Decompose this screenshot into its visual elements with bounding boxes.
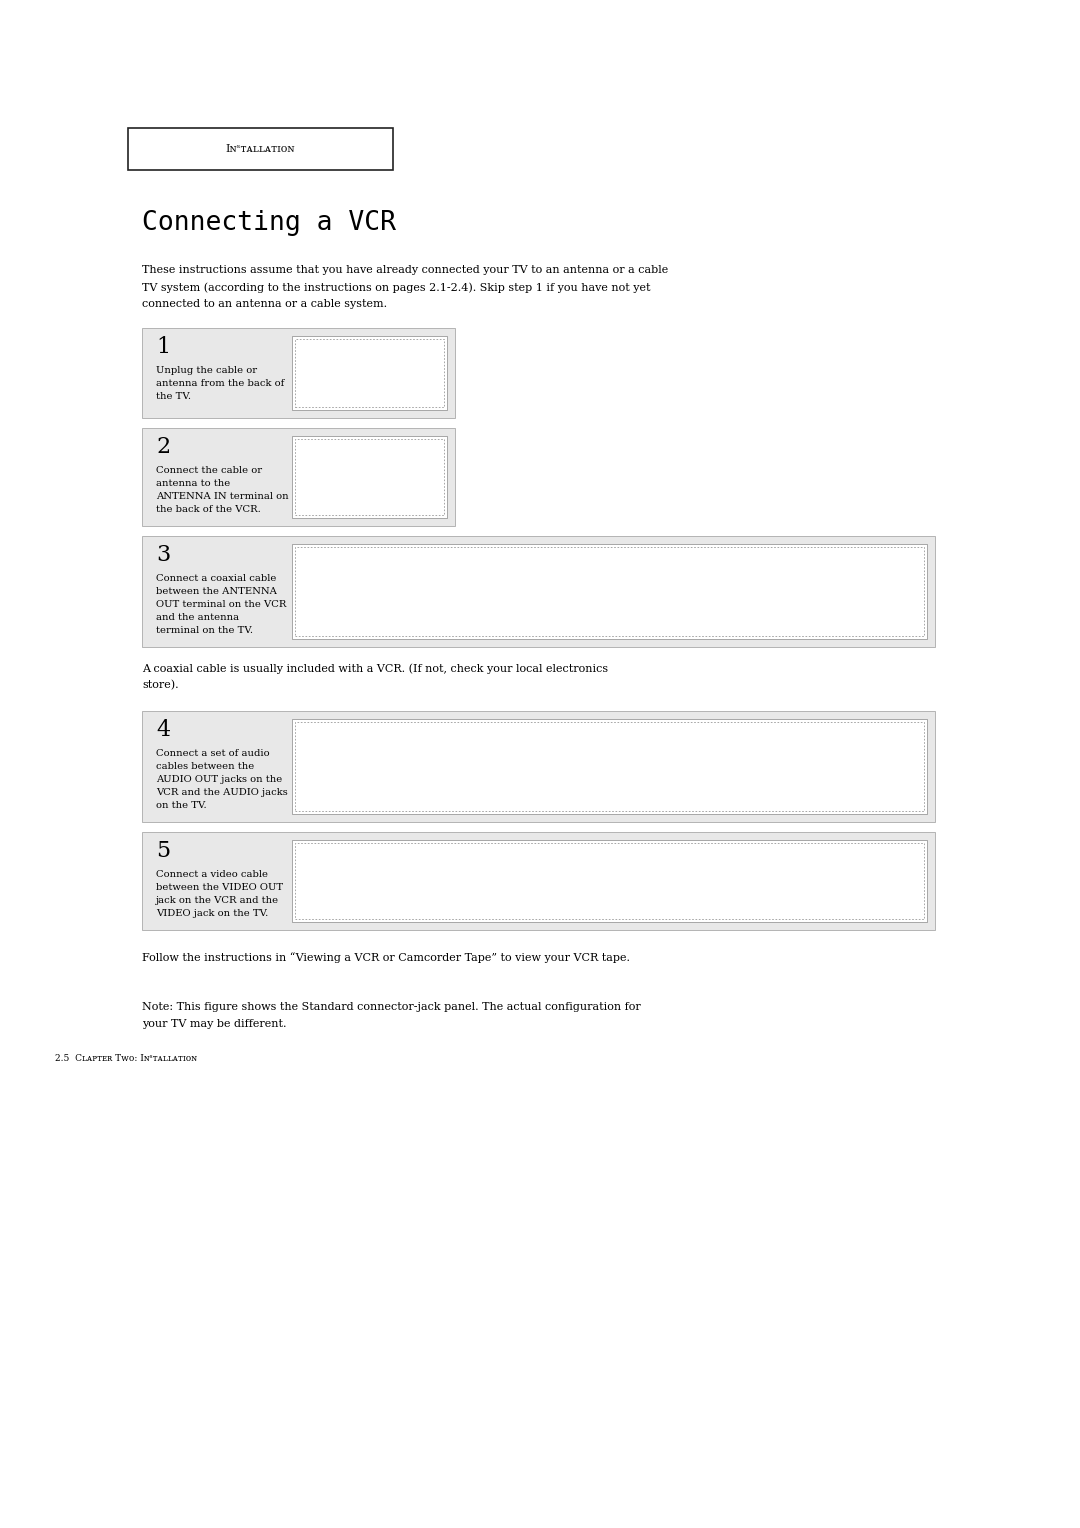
Text: cables between the: cables between the (156, 762, 254, 772)
Text: These instructions assume that you have already connected your TV to an antenna : These instructions assume that you have … (141, 264, 669, 275)
Text: AUDIO OUT jacks on the: AUDIO OUT jacks on the (156, 775, 282, 784)
Text: VCR and the AUDIO jacks: VCR and the AUDIO jacks (156, 788, 287, 798)
Text: 2: 2 (156, 435, 171, 458)
Bar (141, 536, 935, 646)
Bar (295, 439, 444, 515)
Text: 1: 1 (156, 336, 171, 358)
Text: A coaxial cable is usually included with a VCR. (If not, check your local electr: A coaxial cable is usually included with… (141, 663, 608, 674)
Text: between the VIDEO OUT: between the VIDEO OUT (156, 883, 283, 892)
Text: store).: store). (141, 680, 178, 691)
Bar (141, 833, 935, 931)
Text: antenna from the back of: antenna from the back of (156, 379, 284, 388)
Bar (295, 547, 924, 636)
Text: on the TV.: on the TV. (156, 801, 206, 810)
Bar (141, 711, 935, 822)
Bar (292, 435, 447, 518)
Text: 2.5  Cʟᴀᴘᴛᴇʀ Tᴡᴏ: Iɴˢᴛᴀʟʟᴀᴛɪᴏɴ: 2.5 Cʟᴀᴘᴛᴇʀ Tᴡᴏ: Iɴˢᴛᴀʟʟᴀᴛɪᴏɴ (55, 1054, 197, 1063)
Text: OUT terminal on the VCR: OUT terminal on the VCR (156, 601, 286, 610)
Text: Connecting a VCR: Connecting a VCR (141, 209, 396, 235)
Bar (295, 723, 924, 811)
Text: 5: 5 (156, 840, 171, 862)
Bar (141, 329, 455, 419)
Text: terminal on the TV.: terminal on the TV. (156, 626, 253, 636)
Bar (295, 339, 444, 406)
Text: VIDEO jack on the TV.: VIDEO jack on the TV. (156, 909, 268, 918)
Bar (292, 544, 927, 639)
Text: Connect a coaxial cable: Connect a coaxial cable (156, 575, 276, 584)
Text: ANTENNA IN terminal on: ANTENNA IN terminal on (156, 492, 288, 501)
Text: Connect a set of audio: Connect a set of audio (156, 749, 270, 758)
Text: 3: 3 (156, 544, 171, 565)
Text: connected to an antenna or a cable system.: connected to an antenna or a cable syste… (141, 299, 387, 309)
Text: Connect a video cable: Connect a video cable (156, 869, 268, 879)
Bar (292, 336, 447, 410)
Text: Follow the instructions in “Viewing a VCR or Camcorder Tape” to view your VCR ta: Follow the instructions in “Viewing a VC… (141, 952, 630, 963)
Text: Unplug the cable or: Unplug the cable or (156, 367, 257, 374)
Bar (292, 840, 927, 921)
Text: between the ANTENNA: between the ANTENNA (156, 587, 276, 596)
Text: antenna to the: antenna to the (156, 478, 230, 487)
Bar (129, 128, 393, 170)
Text: Iɴˢᴛᴀʟʟᴀᴛɪᴏɴ: Iɴˢᴛᴀʟʟᴀᴛɪᴏɴ (226, 144, 295, 154)
Bar (292, 720, 927, 814)
Text: TV system (according to the instructions on pages 2.1-2.4). Skip step 1 if you h: TV system (according to the instructions… (141, 283, 650, 292)
Text: your TV may be different.: your TV may be different. (141, 1019, 286, 1028)
Text: the back of the VCR.: the back of the VCR. (156, 504, 260, 513)
Text: and the antenna: and the antenna (156, 613, 239, 622)
Text: 4: 4 (156, 720, 171, 741)
Bar (141, 428, 455, 526)
Text: the TV.: the TV. (156, 393, 191, 400)
Text: Connect the cable or: Connect the cable or (156, 466, 262, 475)
Bar (295, 843, 924, 918)
Text: Note: This figure shows the Standard connector-jack panel. The actual configurat: Note: This figure shows the Standard con… (141, 1002, 640, 1012)
Text: jack on the VCR and the: jack on the VCR and the (156, 895, 279, 905)
